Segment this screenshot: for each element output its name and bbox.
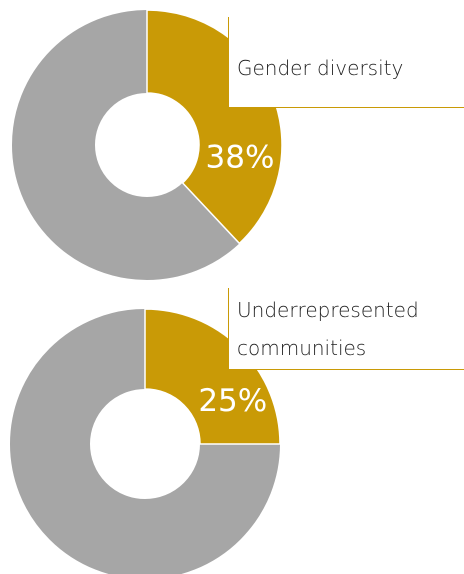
label-box: Gender diversity: [228, 17, 464, 108]
label-box: Underrepresented communities: [228, 288, 464, 370]
donut-segment: [144, 308, 281, 445]
value-label: 38%: [206, 139, 275, 175]
donut-label: Gender diversity: [237, 56, 404, 80]
donut-label: Underrepresented communities: [237, 297, 419, 360]
value-label: 25%: [198, 383, 267, 419]
